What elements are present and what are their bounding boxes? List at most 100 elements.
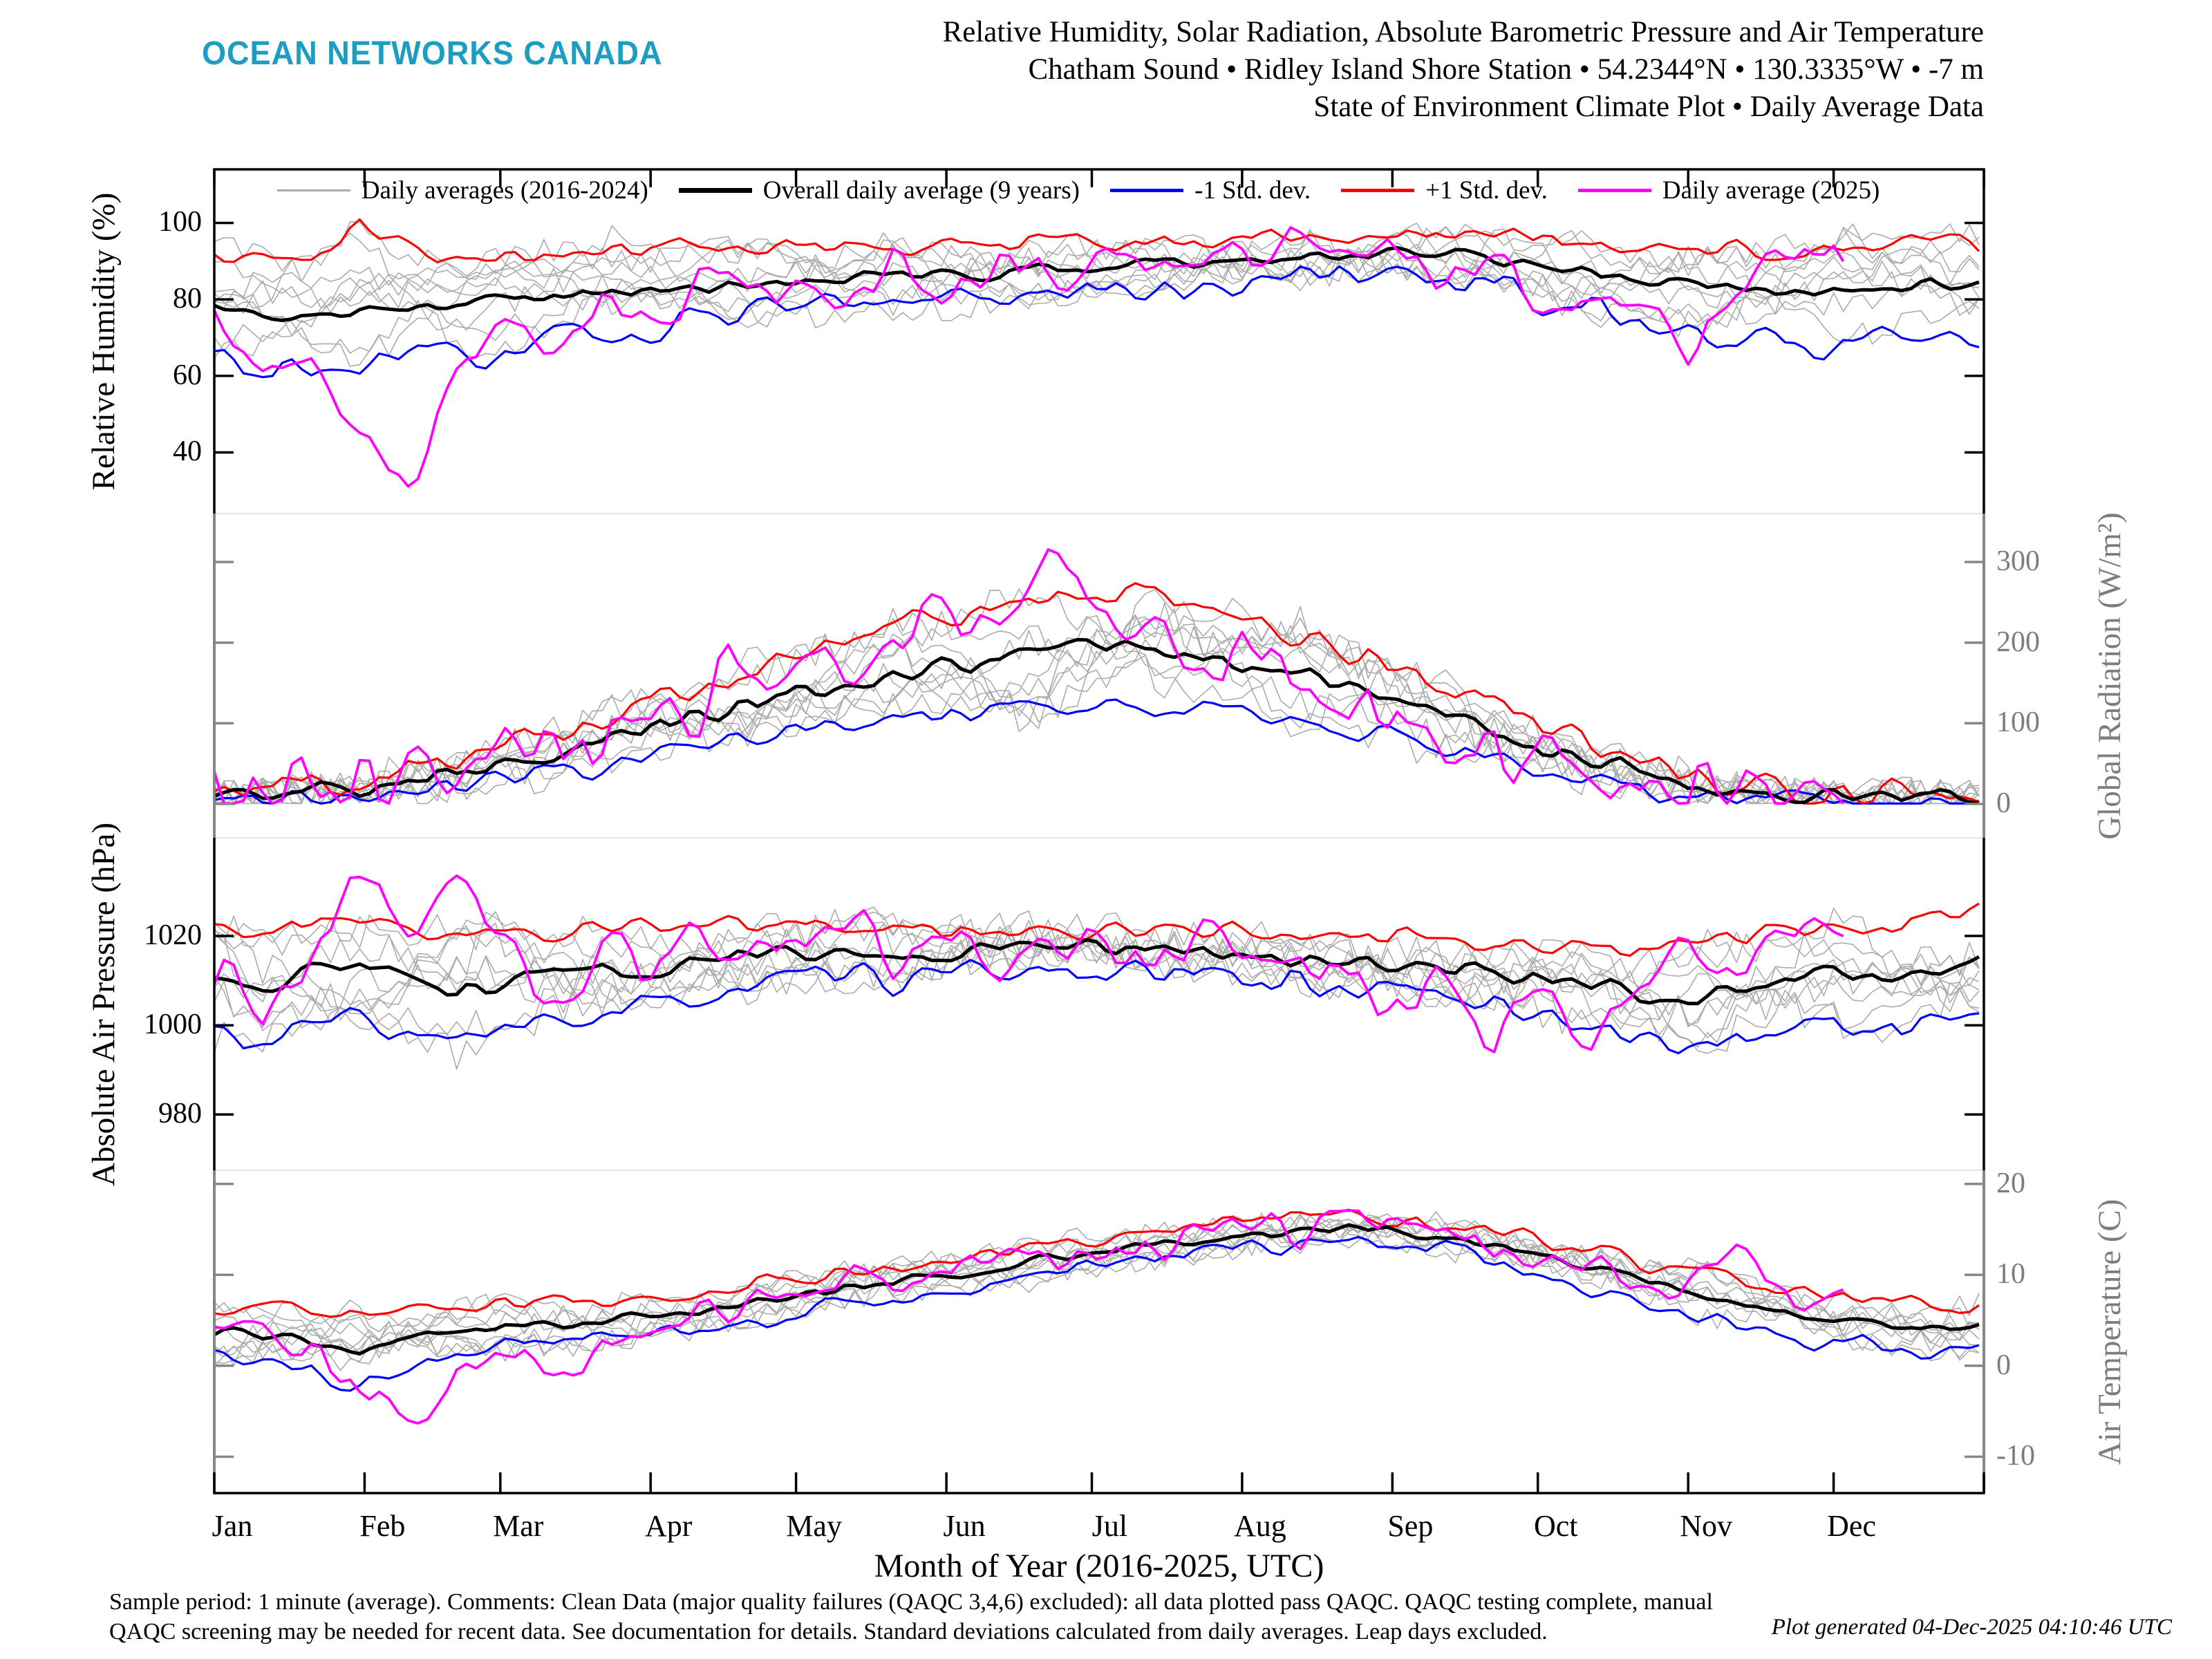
y-tick-label: 980 [158, 1098, 202, 1130]
overall-daily-average-line [214, 937, 1980, 1006]
year-line-gray [214, 1226, 1980, 1353]
year-line-gray [214, 1222, 1980, 1362]
year-line-gray [214, 1217, 1980, 1361]
legend-label: -1 Std. dev. [1194, 176, 1311, 205]
x-axis-label: Month of Year (2016-2025, UTC) [874, 1548, 1324, 1584]
y-tick-label: 100 [1996, 706, 2040, 739]
x-month-label: Jul [1091, 1509, 1128, 1543]
year-line-gray [214, 621, 1980, 805]
plus-1-std-line [214, 218, 1980, 263]
year-line-gray [214, 608, 1980, 805]
legend-item-plus-std: +1 Std. dev. [1341, 176, 1548, 205]
x-month-label: Apr [645, 1509, 693, 1543]
overall-daily-average-line [214, 637, 1980, 805]
x-month-label: Jan [212, 1509, 253, 1543]
legend-label: Daily average (2025) [1662, 176, 1880, 205]
y-tick-label: 200 [1996, 626, 2040, 658]
year-line-gray [214, 588, 1980, 805]
footer-comments-line-1: Sample period: 1 minute (average). Comme… [109, 1589, 1713, 1615]
y-axis-label-air-temperature: Air Temperature (C) [2092, 1199, 2128, 1465]
ocean-networks-canada-logo: OCEAN NETWORKS CANADA [202, 35, 663, 72]
y-axis-label-global-radiation: Global Radiation (W/m²) [2092, 512, 2128, 840]
plot-generated-timestamp: Plot generated 04-Dec-2025 04:10:46 UTC [1771, 1615, 2172, 1640]
x-month-label: Dec [1827, 1509, 1876, 1543]
x-month-label: May [786, 1509, 842, 1543]
x-month-label: Nov [1680, 1509, 1733, 1543]
year-line-gray [214, 588, 1980, 805]
plus-1-std-line [214, 1208, 1980, 1318]
plus-1-std-line [214, 902, 1980, 957]
legend-line-swatch-magenta [1577, 189, 1651, 192]
plot-title-line-1: Relative Humidity, Solar Radiation, Abso… [942, 16, 1984, 48]
panel-air-temperature [214, 1208, 1980, 1425]
overall-daily-average-line [214, 1223, 1980, 1356]
plot-title-line-3: State of Environment Climate Plot • Dail… [1313, 91, 1984, 123]
x-month-label: Feb [359, 1509, 406, 1543]
x-month-label: Jun [943, 1509, 986, 1543]
y-tick-label: 0 [1996, 787, 2011, 819]
year-line-gray [214, 1212, 1980, 1367]
daily-average-2025-line [214, 874, 1844, 1053]
minus-1-std-line [214, 698, 1979, 805]
y-axis-label-relative-humidity: Relative Humidity (%) [86, 192, 122, 491]
plus-1-std-line [214, 582, 1980, 805]
legend-line-swatch-gray [276, 189, 350, 191]
legend-label: +1 Std. dev. [1425, 176, 1548, 205]
legend-label: Overall daily average (9 years) [762, 176, 1080, 205]
y-tick-label: 80 [173, 283, 202, 315]
year-line-gray [214, 229, 1980, 359]
year-line-gray [214, 223, 1980, 320]
panel-absolute-air-pressure [214, 874, 1980, 1070]
year-line-gray [214, 1212, 1980, 1365]
y-tick-label: 300 [1996, 545, 2040, 577]
y-tick-label: 10 [1996, 1258, 2025, 1291]
x-month-label: Oct [1533, 1509, 1578, 1543]
minus-1-std-line [214, 1235, 1980, 1392]
y-tick-label: 100 [158, 206, 202, 238]
year-line-gray [214, 910, 1980, 1054]
y-tick-label: 1000 [144, 1009, 202, 1041]
y-tick-label: 40 [173, 435, 202, 468]
x-month-label: Mar [493, 1509, 544, 1543]
y-tick-label: 20 [1996, 1167, 2025, 1199]
legend-line-swatch-red [1341, 189, 1415, 192]
year-line-gray [214, 223, 1980, 345]
panel-relative-humidity [214, 218, 1980, 488]
panel-global-radiation [214, 548, 1980, 805]
year-line-gray [214, 618, 1980, 805]
year-line-gray [214, 922, 1980, 1013]
plot-title-line-2: Chatham Sound • Ridley Island Shore Stat… [1028, 53, 1984, 86]
x-month-label: Sep [1387, 1509, 1434, 1543]
daily-average-2025-line [214, 1209, 1844, 1425]
legend-item-daily-average-2025: Daily average (2025) [1577, 176, 1880, 205]
minus-1-std-line [214, 959, 1980, 1055]
year-line-gray [214, 919, 1980, 1013]
y-tick-label: -10 [1996, 1440, 2035, 1472]
y-tick-label: 1020 [144, 919, 202, 952]
year-line-gray [214, 236, 1980, 357]
legend-item-minus-std: -1 Std. dev. [1109, 176, 1311, 205]
year-line-gray [214, 911, 1980, 1026]
plot-title-block: Relative Humidity, Solar Radiation, Abso… [943, 14, 1984, 126]
y-tick-label: 60 [173, 359, 202, 391]
year-line-gray [214, 614, 1980, 805]
minus-1-std-line [214, 265, 1980, 379]
legend-line-swatch-blue [1109, 189, 1183, 192]
footer-comments-line-2: QAQC screening may be needed for recent … [109, 1619, 1548, 1644]
legend: Daily averages (2016-2024) Overall daily… [235, 176, 1922, 205]
footer-comments: Sample period: 1 minute (average). Comme… [109, 1587, 1754, 1647]
year-line-gray [214, 1215, 1980, 1358]
y-axis-label-air-pressure: Absolute Air Pressure (hPa) [86, 822, 122, 1186]
year-line-gray [214, 221, 1980, 317]
daily-average-2025-line [214, 226, 1845, 488]
legend-line-swatch-black [678, 188, 752, 193]
x-month-label: Aug [1234, 1509, 1286, 1543]
y-tick-label: 0 [1996, 1349, 2011, 1381]
year-line-gray [214, 602, 1980, 805]
overall-daily-average-line [214, 245, 1980, 322]
year-line-gray [214, 928, 1980, 1070]
year-line-gray [214, 908, 1980, 1053]
legend-label: Daily averages (2016-2024) [361, 176, 648, 205]
